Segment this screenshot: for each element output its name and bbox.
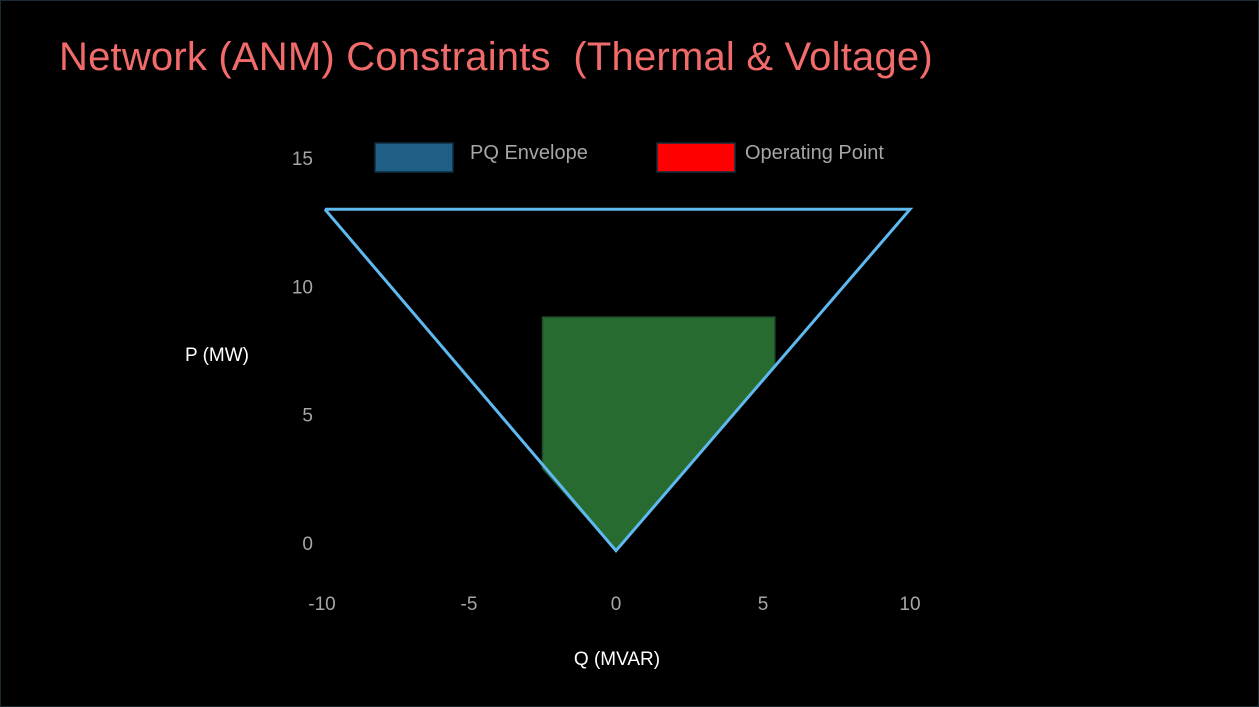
x-tick-label: -10 — [308, 594, 335, 615]
x-tick-label: -5 — [461, 594, 478, 615]
operating-region-0 — [541, 316, 776, 552]
y-axis-title: P (MW) — [185, 345, 249, 366]
chart-legend: PQ Envelope Operating Point — [374, 142, 884, 173]
y-tick-label: 10 — [292, 277, 313, 298]
y-tick-label: 5 — [302, 406, 313, 427]
legend-label: PQ Envelope — [470, 142, 588, 164]
legend-label: Operating Point — [745, 142, 884, 164]
legend-swatch — [374, 142, 454, 173]
y-tick-label: 15 — [292, 149, 313, 170]
x-tick-label: 10 — [899, 594, 920, 615]
y-tick-label: 0 — [302, 534, 313, 555]
x-axis-ticks: -10 -5 0 5 10 — [308, 594, 920, 615]
pq-envelope-outline-0 — [323, 207, 914, 554]
chart-series — [323, 207, 914, 554]
y-axis-ticks: 0 5 10 15 — [292, 149, 313, 555]
legend-swatch — [656, 142, 736, 173]
x-tick-label: 5 — [758, 594, 769, 615]
slide-title: Network (ANM) Constraints (Thermal & Vol… — [59, 35, 933, 79]
x-tick-label: 0 — [611, 594, 622, 615]
x-axis-title: Q (MVAR) — [574, 649, 660, 670]
